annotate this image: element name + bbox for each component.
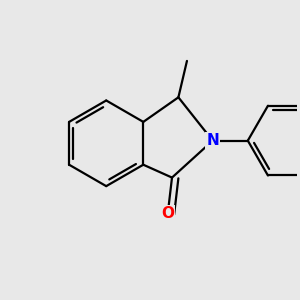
Text: O: O	[161, 206, 174, 221]
Text: N: N	[206, 133, 219, 148]
